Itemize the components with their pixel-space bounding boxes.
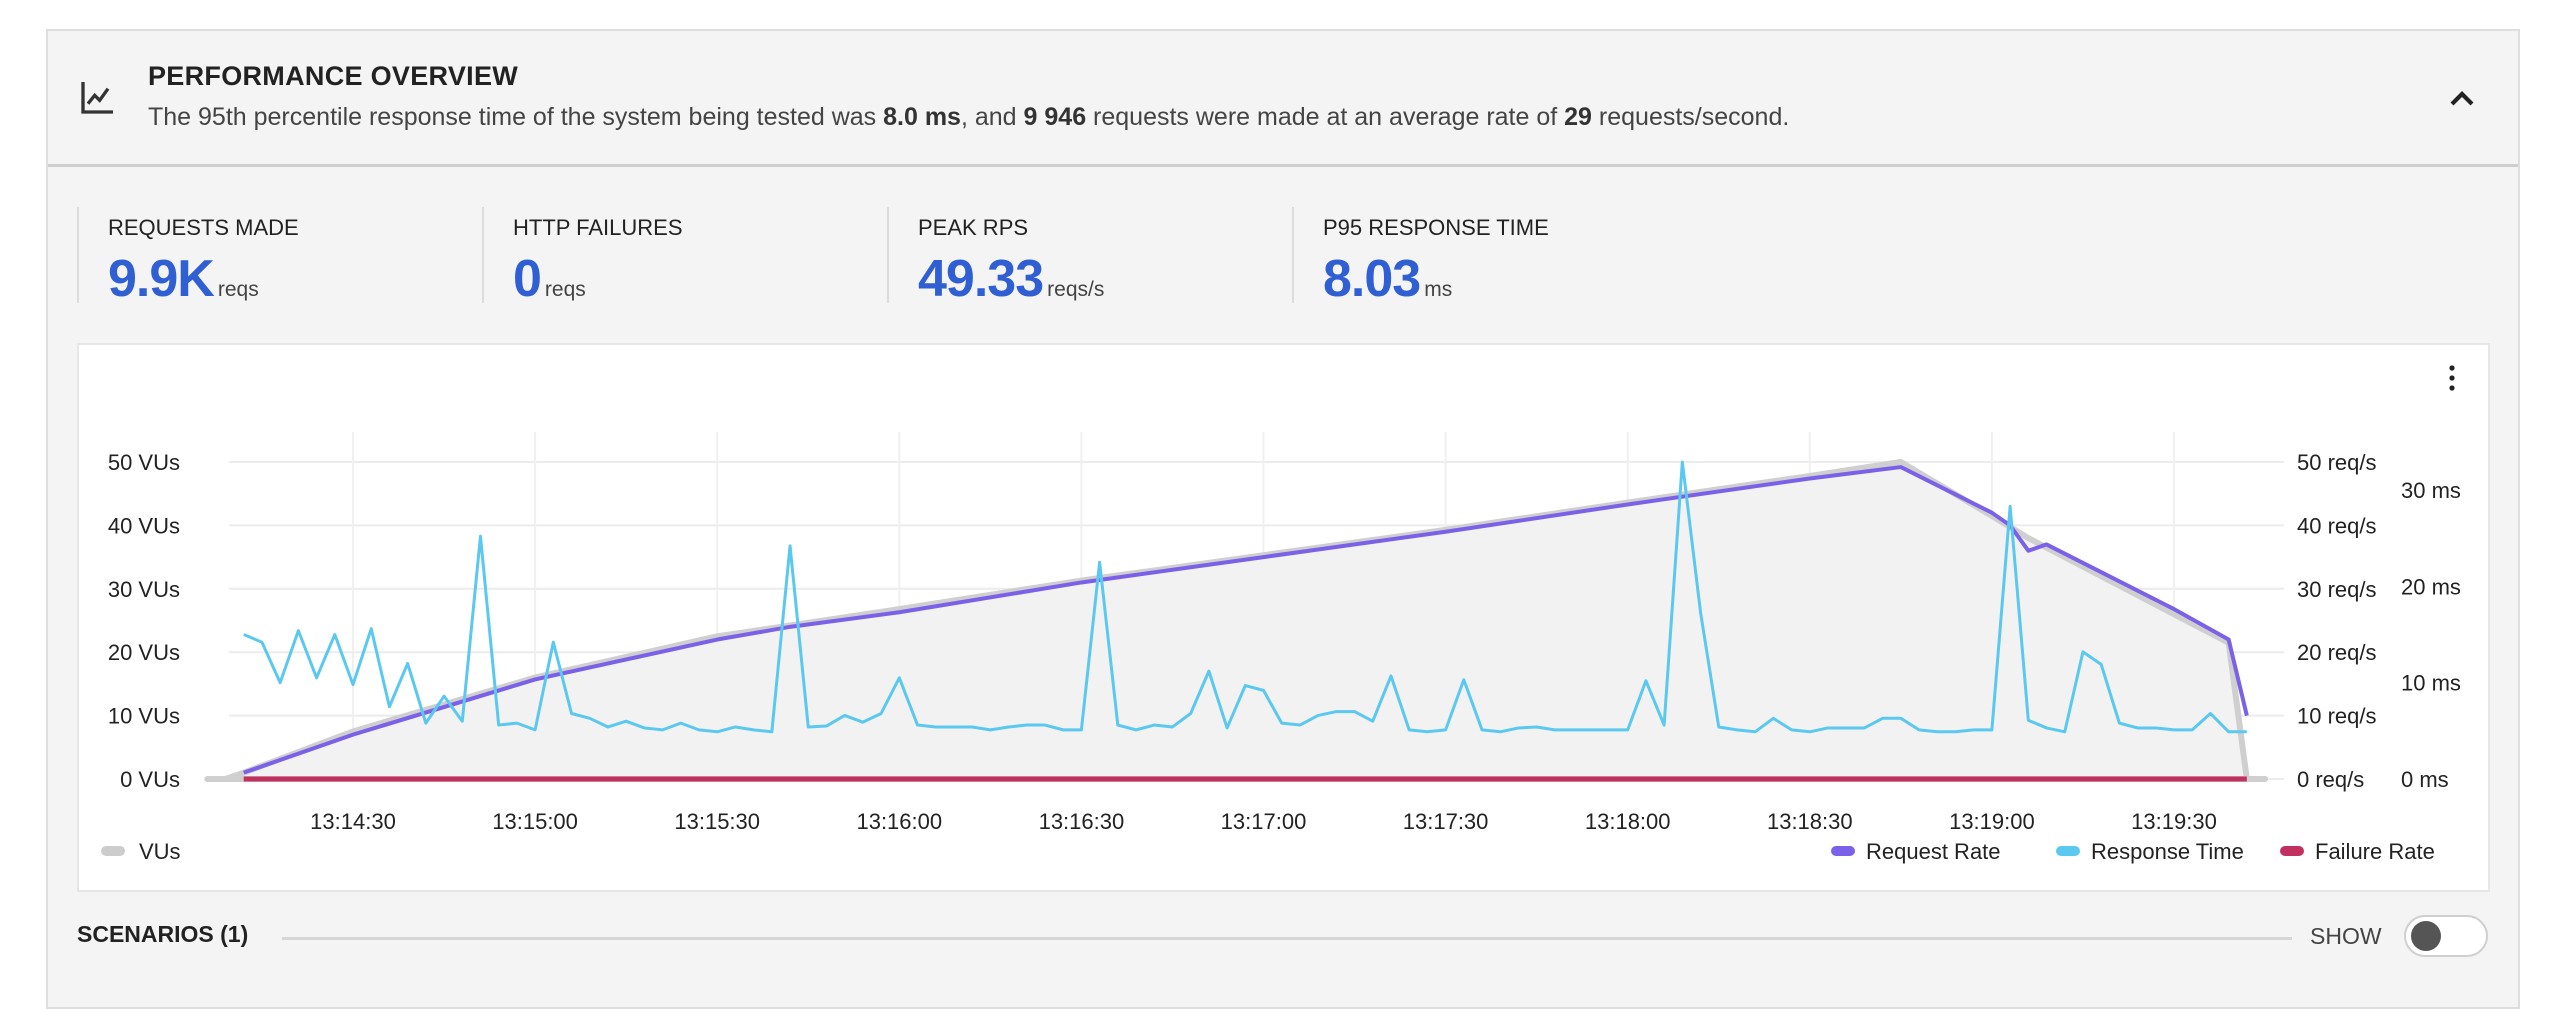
x-tick-label: 13:14:30	[310, 809, 396, 834]
y-right-rate-tick-label: 30 req/s	[2297, 577, 2377, 602]
x-tick-label: 13:19:00	[1949, 809, 2035, 834]
x-tick-label: 13:17:30	[1403, 809, 1489, 834]
scenarios-label: SCENARIOS (1)	[77, 921, 249, 947]
show-scenarios-toggle[interactable]	[2404, 915, 2488, 957]
stat-label: HTTP FAILURES	[513, 215, 683, 240]
y-right-rate-tick-label: 0 req/s	[2297, 767, 2364, 792]
legend-label-failure-rate: Failure Rate	[2315, 839, 2435, 864]
card-header[interactable]: PERFORMANCE OVERVIEW The 95th percentile…	[48, 31, 2518, 167]
y-left-tick-label: 10 VUs	[108, 704, 180, 729]
y-right-rate-tick-label: 40 req/s	[2297, 513, 2377, 538]
y-left-tick-label: 50 VUs	[108, 450, 180, 475]
legend-label-response-time: Response Time	[2091, 839, 2244, 864]
summary-text: The 95th percentile response time of the…	[148, 103, 1790, 131]
stat-unit: reqs	[217, 278, 259, 301]
chevron-up-icon[interactable]	[2442, 79, 2482, 119]
stat-label: REQUESTS MADE	[108, 215, 299, 240]
stat-label: P95 RESPONSE TIME	[1323, 215, 1549, 240]
stat-p95-response-time: P95 RESPONSE TIME 8.03 ms	[1292, 207, 1549, 308]
y-right-rate-tick-label: 50 req/s	[2297, 450, 2377, 475]
show-label: SHOW	[2310, 923, 2382, 949]
x-tick-label: 13:18:30	[1767, 809, 1853, 834]
response-time-line	[243, 460, 2247, 734]
stat-value: 9.9K	[108, 250, 215, 308]
y-left-tick-label: 30 VUs	[108, 577, 180, 602]
performance-chart: 0 VUs 0 req/s 10 VUs 10 req/s 20 VUs 20 req/s…	[77, 343, 2490, 892]
stat-value: 49.33	[918, 250, 1044, 308]
stat-peak-rps: PEAK RPS 49.33 reqs/s	[887, 207, 1105, 308]
x-tick-label: 13:18:00	[1585, 809, 1671, 834]
line-chart-icon	[81, 82, 113, 114]
legend-label-request-rate: Request Rate	[1866, 839, 2001, 864]
stat-unit: ms	[1424, 278, 1453, 301]
stat-http-failures: HTTP FAILURES 0 reqs	[482, 207, 683, 308]
y-right-ms-tick-label: 0 ms	[2401, 767, 2449, 792]
x-tick-label: 13:17:00	[1221, 809, 1307, 834]
kebab-menu-icon[interactable]	[2440, 361, 2464, 395]
y-right-ms-tick-label: 30 ms	[2401, 478, 2461, 503]
legend-swatch-response-time	[2056, 846, 2080, 856]
toggle-knob	[2411, 921, 2441, 951]
stat-label: PEAK RPS	[918, 215, 1029, 240]
legend-swatch-request-rate	[1831, 846, 1855, 856]
section-title: PERFORMANCE OVERVIEW	[148, 61, 519, 91]
chart-canvas: 0 VUs 0 req/s 10 VUs 10 req/s 20 VUs 20 req/s…	[101, 432, 2461, 864]
stat-unit: reqs	[544, 278, 586, 301]
stat-value: 0	[513, 250, 542, 308]
divider	[282, 937, 2292, 940]
x-tick-label: 13:16:00	[856, 809, 942, 834]
y-right-rate-tick-label: 10 req/s	[2297, 704, 2377, 729]
y-right-ms-tick-label: 10 ms	[2401, 671, 2461, 696]
performance-overview-card: PERFORMANCE OVERVIEW The 95th percentile…	[46, 29, 2520, 1009]
x-tick-label: 13:19:30	[2131, 809, 2217, 834]
stat-value: 8.03	[1323, 250, 1421, 308]
legend-label-vus: VUs	[139, 839, 181, 864]
y-left-tick-label: 20 VUs	[108, 640, 180, 665]
y-left-tick-label: 40 VUs	[108, 513, 180, 538]
stat-unit: reqs/s	[1047, 278, 1105, 301]
x-tick-label: 13:15:30	[674, 809, 760, 834]
legend-swatch-failure-rate	[2280, 846, 2304, 856]
y-right-ms-tick-label: 20 ms	[2401, 574, 2461, 599]
y-right-rate-tick-label: 20 req/s	[2297, 640, 2377, 665]
x-tick-label: 13:15:00	[492, 809, 578, 834]
request-rate-line	[243, 465, 2249, 775]
x-tick-label: 13:16:30	[1039, 809, 1125, 834]
y-left-tick-label: 0 VUs	[120, 767, 180, 792]
stat-requests-made: REQUESTS MADE 9.9K reqs	[77, 207, 299, 308]
legend-swatch-vus	[101, 846, 125, 856]
